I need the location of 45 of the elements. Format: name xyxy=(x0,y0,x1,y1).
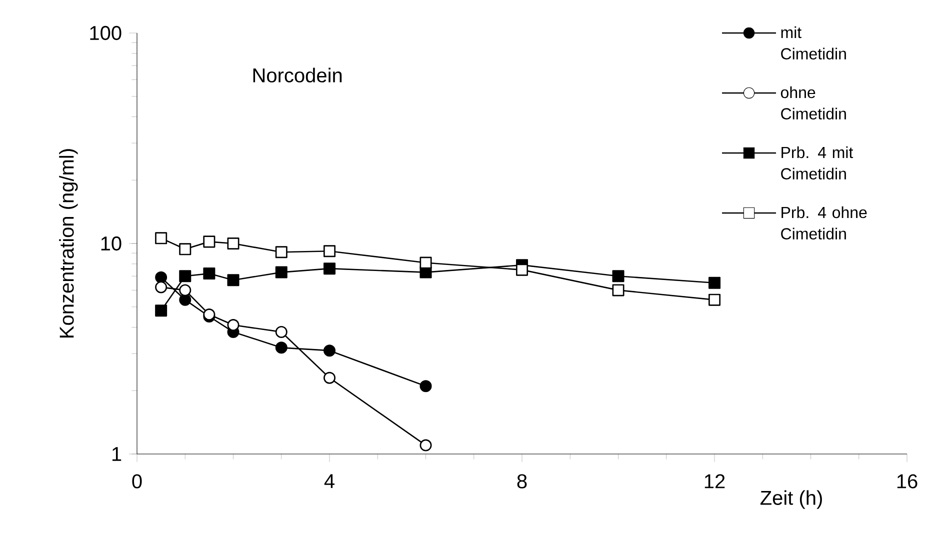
point xyxy=(203,308,216,320)
y-tick-label: 1 xyxy=(112,447,122,461)
point xyxy=(324,372,336,384)
point xyxy=(155,281,168,294)
y-tick-label: 100 xyxy=(90,26,122,40)
point xyxy=(708,294,721,306)
legend-label: mit Cimetidin xyxy=(781,26,846,60)
legend-label: Prb. 4 mit Cimetidin xyxy=(781,146,854,180)
x-tick-label: 4 xyxy=(324,474,334,488)
point xyxy=(275,342,288,354)
point xyxy=(227,274,240,286)
point xyxy=(179,294,192,306)
point xyxy=(516,264,528,276)
x-axis-title: Zeit (h) xyxy=(760,490,822,509)
point xyxy=(275,266,288,278)
point xyxy=(155,271,168,284)
y-axis-title: Konzentration (ng/ml) xyxy=(59,149,78,338)
point xyxy=(612,270,624,282)
point xyxy=(203,268,216,280)
point xyxy=(275,326,288,338)
point xyxy=(324,245,336,258)
point xyxy=(155,304,168,317)
point xyxy=(708,276,721,289)
point xyxy=(275,246,288,258)
legend-label: Prb. 4 ohne Cimetidin xyxy=(781,206,867,240)
point xyxy=(324,344,336,357)
point xyxy=(179,270,192,282)
point xyxy=(420,380,432,392)
y-tick-label: 10 xyxy=(101,236,122,251)
point xyxy=(155,232,168,244)
legend-label: ohne Cimetidin xyxy=(780,86,846,120)
point xyxy=(420,256,432,269)
point xyxy=(420,439,432,452)
point xyxy=(612,284,624,296)
annotation: Norcodein xyxy=(253,68,342,82)
x-tick-label: 12 xyxy=(704,474,725,488)
x-tick-label: 16 xyxy=(897,474,918,488)
x-tick-label: 8 xyxy=(517,474,527,488)
point xyxy=(227,319,240,332)
point xyxy=(203,236,216,248)
x-tick-label: 0 xyxy=(132,474,142,488)
point xyxy=(227,237,240,250)
point xyxy=(179,243,192,256)
point xyxy=(324,262,336,275)
point xyxy=(179,284,192,296)
